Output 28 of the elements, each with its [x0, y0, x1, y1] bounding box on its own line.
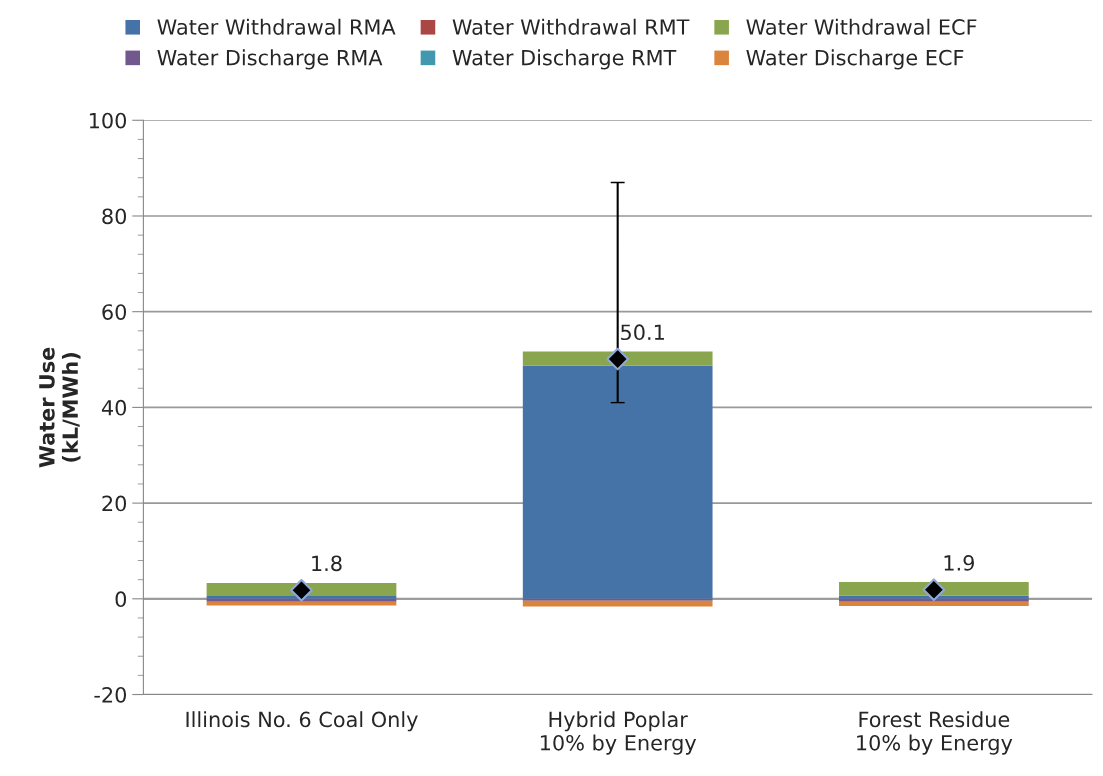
data-label: 50.1 [621, 324, 664, 341]
bar [522, 351, 713, 366]
bar [206, 583, 397, 596]
y-tick-label: -20 [94, 686, 127, 703]
point [606, 347, 630, 371]
y-axis-title: Water Use (kL/MWh) [39, 347, 81, 468]
y-tick-label: 60 [102, 304, 127, 320]
legend-label: Water Discharge RMT [452, 49, 677, 70]
y-tick-label: 20 [102, 495, 127, 512]
x-tick-label: Illinois No. 6 Coal Only [186, 711, 418, 732]
point [922, 578, 946, 602]
x-tick-label: Forest Residue 10% by Energy [857, 711, 1013, 755]
y-tick-label: 0 [115, 591, 127, 608]
legend-label: Water Withdrawal RMT [452, 18, 690, 35]
point [290, 578, 313, 602]
bar [839, 601, 1029, 606]
y-tick-label: 40 [101, 399, 127, 416]
data-label: 1.9 [944, 555, 974, 571]
y-tick-label: 100 [89, 112, 127, 129]
y-tick-label: 80 [102, 208, 127, 225]
legend-label: Water Withdrawal RMA [157, 18, 396, 35]
x-tick-label: Hybrid Poplar 10% by Energy [540, 711, 697, 755]
legend-label: Water Discharge RMA [157, 49, 383, 70]
data-label: 1.8 [312, 555, 342, 572]
bar [522, 365, 713, 599]
bar [206, 601, 397, 606]
legend-label: Water Discharge ECF [746, 49, 964, 70]
legend-label: Water Withdrawal ECF [746, 18, 977, 35]
